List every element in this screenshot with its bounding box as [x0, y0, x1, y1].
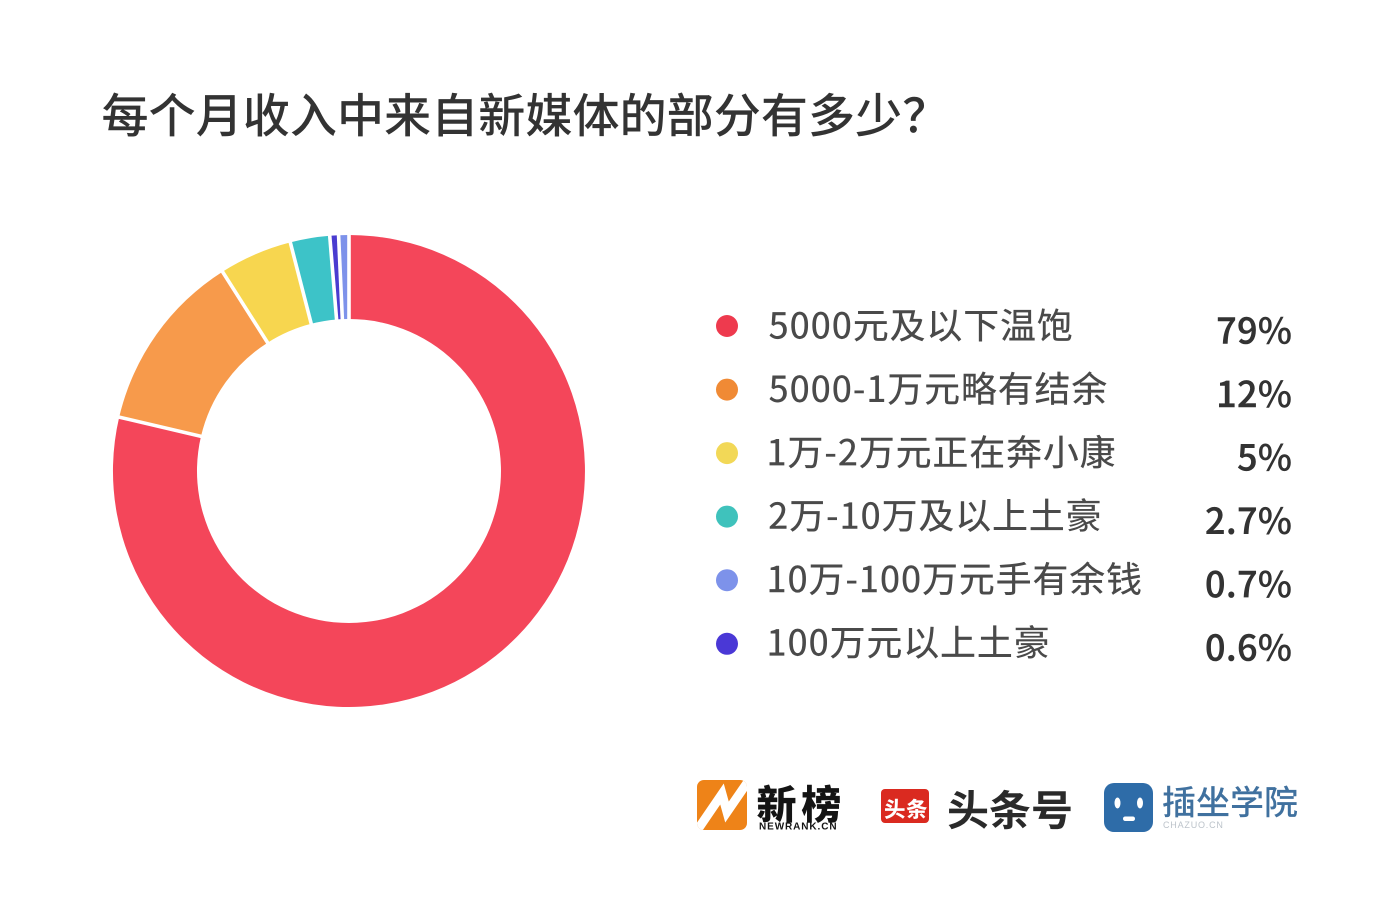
svg-text:NEWRANK.CN: NEWRANK.CN — [759, 822, 837, 833]
svg-text:CHAZUO.CN: CHAZUO.CN — [1163, 820, 1224, 830]
